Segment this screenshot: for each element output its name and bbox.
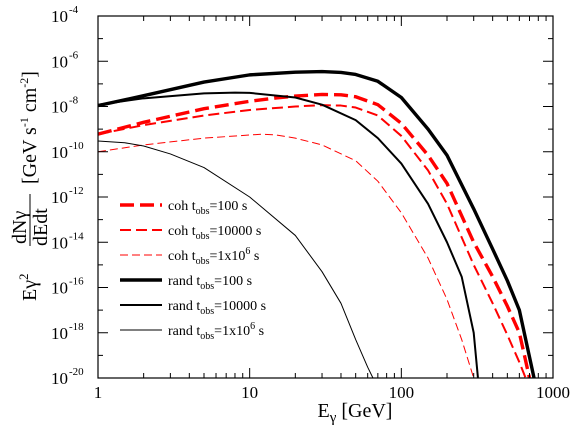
y-tick-label-exponent: -16 bbox=[69, 276, 84, 288]
y-tick-label: 10 bbox=[51, 188, 68, 207]
x-tick-label: 100 bbox=[389, 383, 415, 402]
legend-label-1: coh tobs=10000 s bbox=[168, 224, 261, 242]
plot-frame bbox=[97, 15, 554, 379]
y-tick-label-exponent: -6 bbox=[69, 49, 79, 61]
series-line-0 bbox=[98, 92, 532, 378]
series-line-2 bbox=[98, 133, 480, 378]
y-tick-label: 10 bbox=[51, 279, 68, 298]
x-axis-label-gamma: γ bbox=[329, 410, 337, 426]
legend-label-3: rand tobs=100 s bbox=[168, 274, 252, 292]
legend-label-5: rand tobs=1x106 s bbox=[168, 321, 264, 342]
y-axis-label: Eγ2 dNγ dEdt [GeV s-1 cm-2] bbox=[9, 71, 52, 301]
y-tick-label: 10 bbox=[51, 143, 68, 162]
x-axis-label-unit: [GeV] bbox=[336, 400, 392, 422]
y-tick-labels: 10-2010-1810-1610-1410-1210-1010-810-610… bbox=[51, 4, 84, 388]
x-tick-label: 10 bbox=[241, 383, 258, 402]
series-line-1 bbox=[98, 104, 527, 378]
y-tick-label-exponent: -18 bbox=[69, 321, 84, 333]
y-tick-label-exponent: -14 bbox=[69, 230, 84, 242]
plot-area bbox=[98, 69, 536, 378]
y-tick-label: 10 bbox=[51, 324, 68, 343]
y-tick-label-exponent: -12 bbox=[69, 185, 84, 197]
y-tick-label: 10 bbox=[51, 7, 68, 26]
x-tick-label: 1000 bbox=[536, 383, 570, 402]
series-line-4 bbox=[98, 91, 479, 378]
series-line-3 bbox=[98, 69, 536, 378]
y-tick-label: 10 bbox=[51, 98, 68, 117]
y-tick-label: 10 bbox=[51, 369, 68, 388]
y-tick-label-exponent: -10 bbox=[69, 140, 84, 152]
x-tick-label: 1 bbox=[94, 383, 103, 402]
y-tick-label: 10 bbox=[51, 233, 68, 252]
legend-label-2: coh tobs=1x106 s bbox=[168, 246, 259, 267]
y-tick-label-exponent: -20 bbox=[69, 366, 84, 378]
legend: coh tobs=100 s coh tobs=10000 s coh tobs=1… bbox=[120, 199, 266, 342]
y-tick-label: 10 bbox=[51, 52, 68, 71]
legend-label-4: rand tobs=10000 s bbox=[168, 299, 266, 317]
y-tick-label-exponent: -8 bbox=[69, 95, 79, 107]
x-axis-label: Eγ [GeV] bbox=[318, 400, 393, 426]
y-tick-label-exponent: -4 bbox=[69, 4, 79, 16]
y-axis-label-numerator: dNγ bbox=[9, 211, 31, 244]
y-axis-label-prefix: Eγ2 bbox=[16, 273, 41, 301]
series-line-5 bbox=[98, 140, 374, 378]
x-axis-label-e: E bbox=[318, 400, 330, 422]
y-axis-label-denominator: dEdt bbox=[30, 208, 52, 246]
x-tick-labels: 1 10 100 1000 bbox=[94, 383, 570, 402]
y-axis-label-unit: [GeV s-1 cm-2] bbox=[17, 71, 41, 184]
legend-label-0: coh tobs=100 s bbox=[168, 199, 247, 217]
